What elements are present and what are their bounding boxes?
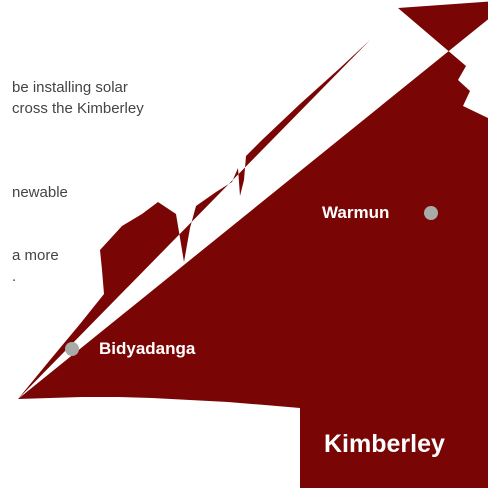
town-label-bidyadanga: Bidyadanga xyxy=(99,339,196,358)
town-marker-warmun xyxy=(424,206,438,220)
town-marker-bidyadanga xyxy=(65,342,79,356)
town-label-warmun: Warmun xyxy=(322,203,390,222)
intro-line: cross the Kimberley xyxy=(12,100,144,117)
kimberley-region-shape xyxy=(18,1,488,488)
intro-line: be installing solar xyxy=(12,79,128,96)
intro-line: newable xyxy=(12,184,68,201)
intro-paragraph: be installing solar cross the Kimberley … xyxy=(0,0,210,310)
region-label: Kimberley xyxy=(324,430,445,458)
intro-line: a more xyxy=(12,247,59,264)
intro-line: . xyxy=(12,268,17,285)
